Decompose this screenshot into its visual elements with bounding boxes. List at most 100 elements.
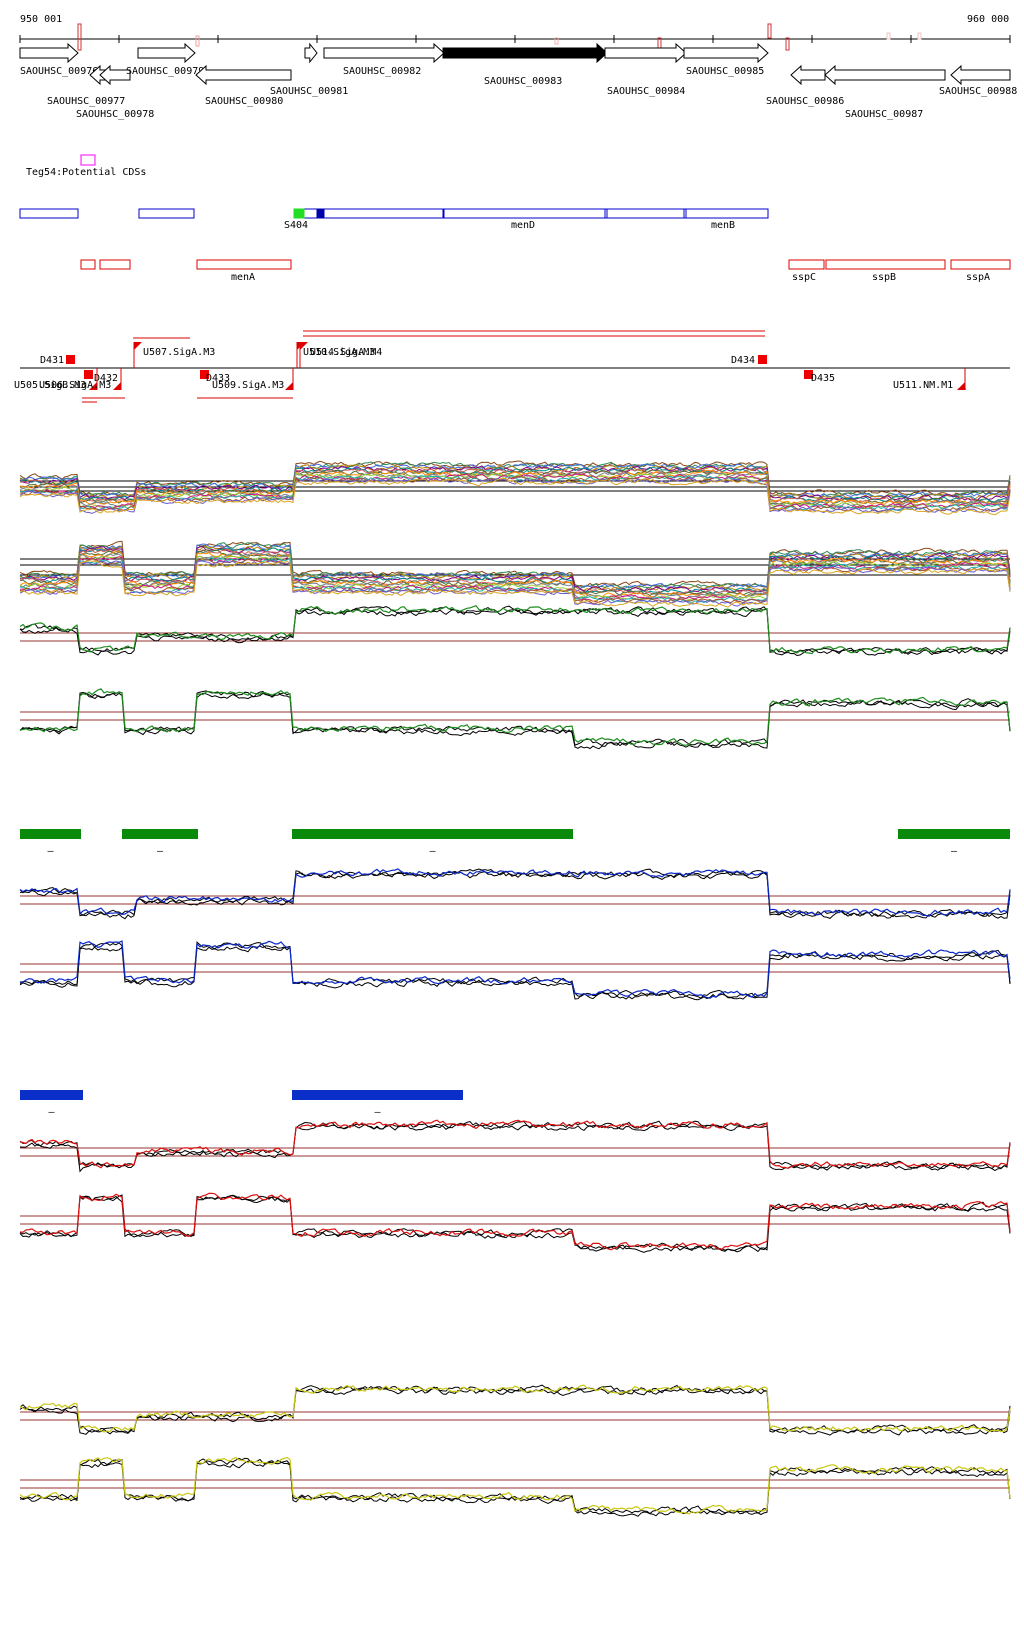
gene-arrow-g980 xyxy=(195,64,292,86)
sspC-label: sspC xyxy=(792,272,816,283)
expression-profile-tracks xyxy=(19,460,1011,1517)
feature-label-U505: U505.SigB.M3 xyxy=(14,380,86,391)
ensemble-panel-1 xyxy=(19,460,1011,516)
blue-annotation-box xyxy=(442,208,608,219)
ensemble-trace xyxy=(19,560,1011,608)
green-segment-marker: – xyxy=(429,846,436,857)
menA-label: menA xyxy=(231,272,255,283)
blue-segment-marker: – xyxy=(374,1107,381,1118)
sspB-label: sspB xyxy=(872,272,896,283)
gene-arrow-g976 xyxy=(19,42,79,64)
gene-arrow-g978 xyxy=(99,64,131,86)
tss-flag-U505 xyxy=(113,382,121,390)
ensemble-trace xyxy=(19,477,1011,514)
menD-label: menD xyxy=(511,220,535,231)
gene-label-g984: SAOUHSC_00984 xyxy=(607,86,685,97)
tss-flag-U511 xyxy=(957,382,965,390)
ruler-marker xyxy=(554,37,559,45)
ensemble-trace xyxy=(19,557,1011,604)
sspA-label: sspA xyxy=(966,272,990,283)
gene-label-g986: SAOUHSC_00986 xyxy=(766,96,844,107)
red-annotation-box xyxy=(788,259,825,270)
ruler-marker xyxy=(785,37,790,51)
blue-segment-bar xyxy=(20,1090,83,1100)
condition-trace xyxy=(19,688,1011,746)
control-trace xyxy=(19,605,1011,655)
blue-annotation-box xyxy=(604,208,687,219)
s404-label: S404 xyxy=(284,220,308,231)
gene-label-g978: SAOUHSC_00978 xyxy=(76,109,154,120)
gene-label-g981: SAOUHSC_00981 xyxy=(270,86,348,97)
gene-arrow-g985 xyxy=(683,42,769,64)
control-trace xyxy=(19,1384,1011,1434)
ensemble-trace xyxy=(19,475,1011,513)
ruler-marker xyxy=(886,32,891,40)
blue-annotation-box xyxy=(19,208,79,219)
ensemble-trace xyxy=(19,477,1011,516)
position-ruler xyxy=(19,23,1011,51)
condition-trace xyxy=(19,940,1011,999)
segment-bar-tracks: – – – – – – xyxy=(20,829,1010,1118)
ensemble-panel-2 xyxy=(19,540,1011,608)
gene-label-g977: SAOUHSC_00977 xyxy=(47,96,125,107)
profile-panel-6 xyxy=(19,1192,1011,1253)
red-annotation-box xyxy=(80,259,96,270)
feature-marker-D435 xyxy=(804,370,813,379)
profile-panel-1 xyxy=(19,604,1011,657)
feature-label-U509: U509.SigA.M3 xyxy=(212,380,284,391)
feature-marker-D433 xyxy=(200,370,209,379)
feature-label-D434: D434 xyxy=(731,355,755,366)
condition-trace xyxy=(19,868,1011,917)
feature-label-U514: U514.SigA.M4 xyxy=(310,347,382,358)
gene-label-g979: SAOUHSC_00979 xyxy=(126,66,204,77)
ensemble-trace xyxy=(19,542,1011,589)
control-trace xyxy=(19,607,1011,657)
gene-label-g985: SAOUHSC_00985 xyxy=(686,66,764,77)
gene-label-g983: SAOUHSC_00983 xyxy=(484,76,562,87)
blue-annotation-track: S404 menD menB xyxy=(19,208,769,231)
control-trace xyxy=(19,690,1011,747)
ensemble-trace xyxy=(19,560,1011,607)
control-trace xyxy=(19,1457,1011,1515)
green-segment-marker: – xyxy=(47,846,54,857)
red-annotation-track: menA sspC sspB sspA xyxy=(80,259,1011,283)
dark-blue-marker xyxy=(316,208,325,219)
ensemble-trace xyxy=(19,544,1011,592)
feature-label-D433: D433 xyxy=(206,373,230,384)
gene-label-g976: SAOUHSC_00976 xyxy=(20,66,98,77)
control-trace xyxy=(19,941,1011,999)
control-trace xyxy=(19,692,1011,750)
control-trace xyxy=(19,943,1011,1001)
ensemble-trace xyxy=(19,550,1011,599)
condition-trace xyxy=(19,1119,1011,1170)
red-annotation-box xyxy=(825,259,946,270)
green-segment-bar xyxy=(122,829,198,839)
feature-label-U511: U511.NM.M1 xyxy=(893,380,953,391)
control-trace xyxy=(19,1460,1011,1517)
ruler-marker xyxy=(77,23,82,51)
profile-panel-7 xyxy=(19,1384,1011,1436)
feature-label-U506: U506.SigA.M3 xyxy=(39,380,111,391)
control-trace xyxy=(19,1194,1011,1252)
green-segment-marker: – xyxy=(951,846,958,857)
feature-label-U507: U507.SigA.M3 xyxy=(143,347,215,358)
ruler-marker xyxy=(917,32,922,40)
potential-cds-track: Teg54:Potential CDSs xyxy=(26,154,146,178)
control-trace xyxy=(19,868,1011,918)
feature-marker-D434 xyxy=(758,355,767,364)
control-trace xyxy=(19,1386,1011,1436)
profile-panel-4 xyxy=(19,940,1011,1001)
green-segment-bar xyxy=(898,829,1010,839)
gene-arrow-g988 xyxy=(950,64,1011,86)
blue-segment-bar xyxy=(292,1090,463,1100)
blue-annotation-box xyxy=(683,208,769,219)
tss-flag-U506 xyxy=(89,382,97,390)
blue-segment-marker: – xyxy=(48,1107,55,1118)
gene-label-g982: SAOUHSC_00982 xyxy=(343,66,421,77)
s404-marker xyxy=(293,208,305,219)
condition-trace xyxy=(19,604,1011,655)
gene-arrow-g982 xyxy=(323,42,445,64)
profile-panel-2 xyxy=(19,688,1011,750)
green-segment-bar xyxy=(292,829,573,839)
